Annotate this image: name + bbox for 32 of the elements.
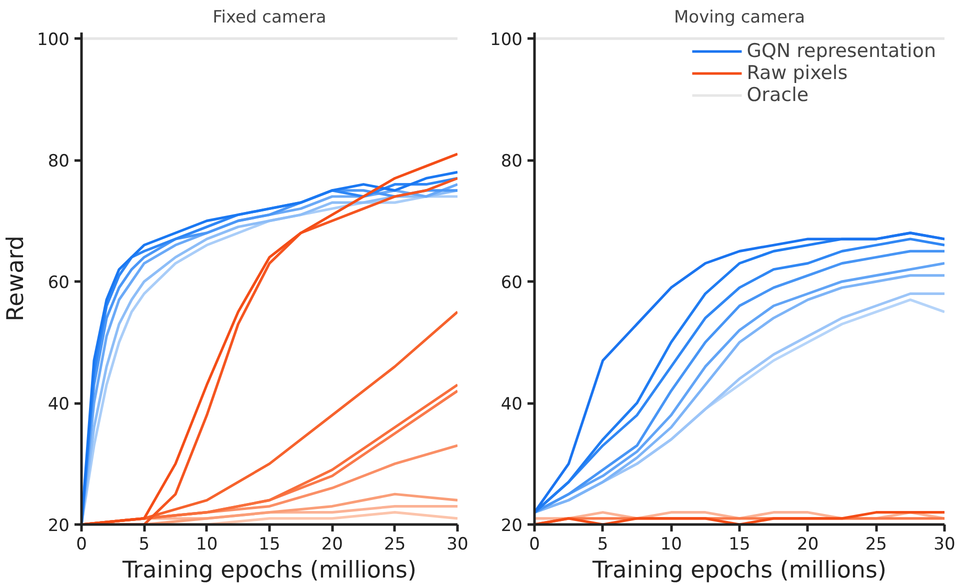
y-tick-label: 80: [48, 152, 70, 172]
y-tick-label: 100: [490, 30, 523, 50]
x-tick-label: 15: [258, 534, 280, 554]
y-tick-label: 40: [500, 394, 523, 415]
legend-label: GQN representation: [746, 40, 936, 62]
x-tick-label: 0: [76, 534, 87, 554]
y-axis-title: Reward: [3, 236, 30, 322]
x-tick-label: 25: [865, 534, 887, 554]
x-tick-label: 5: [597, 534, 608, 554]
chart-title: Fixed camera: [212, 8, 326, 28]
chart-title: Moving camera: [674, 8, 806, 28]
y-tick-label: 20: [48, 516, 70, 536]
x-tick-label: 5: [138, 534, 150, 554]
x-tick-label: 20: [797, 534, 819, 554]
legend-label: Oracle: [746, 84, 809, 106]
x-tick-label: 25: [384, 534, 406, 554]
x-axis-title: Training epochs (millions): [122, 558, 416, 584]
y-tick-label: 100: [37, 30, 70, 50]
x-tick-label: 0: [529, 534, 540, 554]
x-tick-label: 10: [196, 534, 218, 554]
x-tick-label: 30: [446, 534, 468, 554]
y-tick-label: 60: [48, 273, 70, 294]
y-tick-label: 60: [500, 273, 523, 294]
legend-label: Raw pixels: [746, 62, 848, 84]
x-tick-label: 10: [660, 534, 682, 554]
x-axis-title: Training epochs (millions): [592, 558, 886, 584]
x-tick-label: 15: [728, 534, 750, 554]
y-tick-label: 80: [500, 152, 523, 172]
x-tick-label: 20: [321, 534, 343, 554]
x-tick-label: 30: [934, 534, 956, 554]
y-tick-label: 20: [500, 516, 523, 536]
y-tick-label: 40: [48, 394, 70, 415]
